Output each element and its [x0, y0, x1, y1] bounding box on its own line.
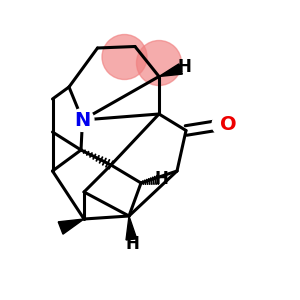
Polygon shape — [159, 64, 182, 76]
Circle shape — [102, 34, 147, 80]
Circle shape — [71, 109, 94, 131]
Text: O: O — [220, 115, 236, 134]
Text: N: N — [74, 110, 91, 130]
Circle shape — [212, 113, 235, 136]
Text: H: H — [154, 170, 168, 188]
Polygon shape — [58, 219, 84, 234]
Text: H: H — [178, 58, 191, 76]
Text: H: H — [125, 235, 139, 253]
Circle shape — [136, 40, 182, 86]
Polygon shape — [126, 216, 137, 240]
